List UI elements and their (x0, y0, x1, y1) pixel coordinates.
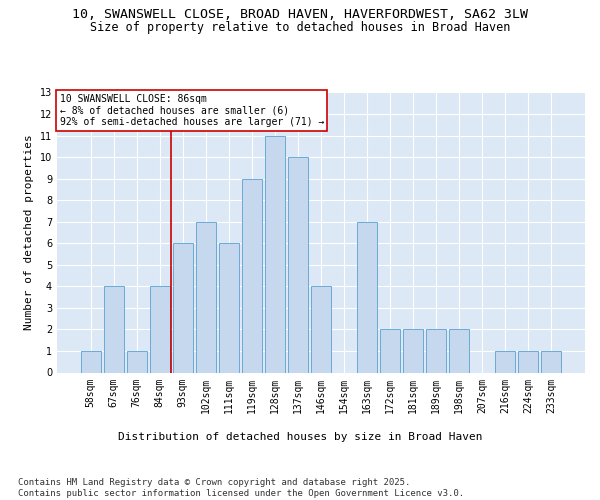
Bar (242, 178, 262, 372)
Y-axis label: Number of detached properties: Number of detached properties (24, 134, 34, 330)
Bar (219, 244, 239, 372)
Bar (127, 351, 146, 372)
Bar (427, 330, 446, 372)
Bar (265, 136, 285, 372)
Bar (357, 222, 377, 372)
Bar (288, 157, 308, 372)
Bar (173, 244, 193, 372)
Bar (541, 351, 561, 372)
Bar (518, 351, 538, 372)
Bar (81, 351, 101, 372)
Text: Distribution of detached houses by size in Broad Haven: Distribution of detached houses by size … (118, 432, 482, 442)
Bar (150, 286, 170, 372)
Bar (403, 330, 423, 372)
Bar (311, 286, 331, 372)
Text: 10, SWANSWELL CLOSE, BROAD HAVEN, HAVERFORDWEST, SA62 3LW: 10, SWANSWELL CLOSE, BROAD HAVEN, HAVERF… (72, 8, 528, 20)
Bar (496, 351, 515, 372)
Bar (104, 286, 124, 372)
Text: Contains HM Land Registry data © Crown copyright and database right 2025.
Contai: Contains HM Land Registry data © Crown c… (18, 478, 464, 498)
Bar (449, 330, 469, 372)
Text: 10 SWANSWELL CLOSE: 86sqm
← 8% of detached houses are smaller (6)
92% of semi-de: 10 SWANSWELL CLOSE: 86sqm ← 8% of detach… (59, 94, 324, 127)
Text: Size of property relative to detached houses in Broad Haven: Size of property relative to detached ho… (90, 22, 510, 35)
Bar (380, 330, 400, 372)
Bar (196, 222, 215, 372)
